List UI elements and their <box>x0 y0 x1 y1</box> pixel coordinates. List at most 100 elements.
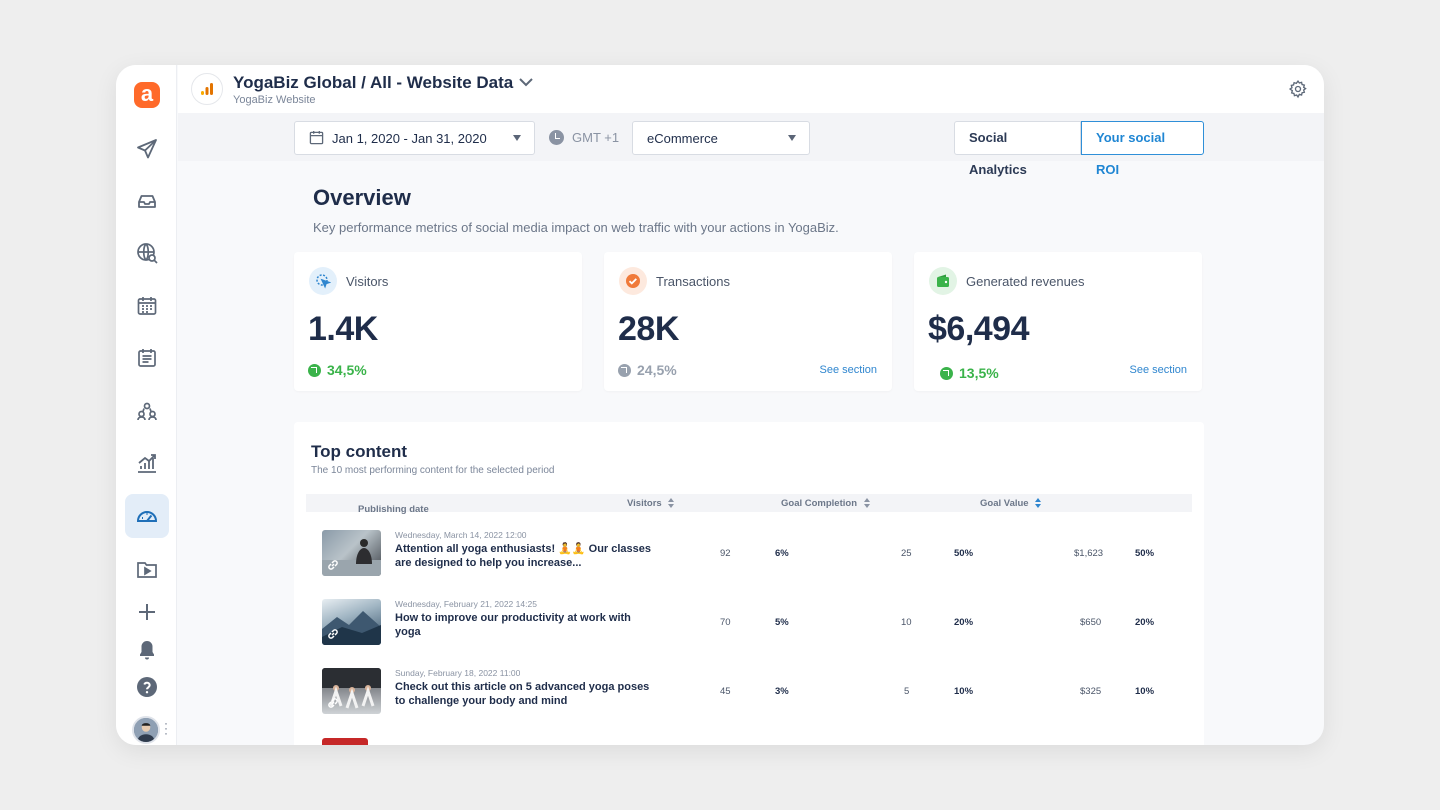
table-header <box>306 494 1192 512</box>
goal-value-amount: $1,623 <box>1074 548 1104 559</box>
trend-neutral-icon <box>618 363 631 377</box>
goal-select-value: eCommerce <box>647 131 718 146</box>
analytics-icon[interactable] <box>125 441 169 485</box>
visitors-count: 70 <box>720 617 731 628</box>
more-options-icon[interactable]: · · · <box>164 716 168 740</box>
post-text: Attention all yoga enthusiasts! 🧘🧘 Our c… <box>395 543 652 569</box>
check-circle-icon <box>619 267 647 295</box>
post-thumbnail <box>322 599 381 645</box>
post-date: Sunday, February 18, 2022 11:00 <box>395 668 521 678</box>
caret-down-icon <box>513 135 521 141</box>
chevron-down-icon[interactable] <box>518 74 534 95</box>
visitors-card: Visitors 1.4K 34,5% <box>294 252 582 391</box>
top-content-subtitle: The 10 most performing content for the s… <box>311 465 555 476</box>
column-goal-value[interactable]: Goal Value <box>980 498 1042 509</box>
trend-up-icon <box>308 363 321 377</box>
trend-value: 34,5% <box>327 362 367 378</box>
help-icon[interactable] <box>125 665 169 709</box>
post-thumbnail <box>322 530 381 576</box>
trend-value: 13,5% <box>959 365 999 381</box>
media-library-icon[interactable] <box>125 547 169 591</box>
post-date: Wednesday, March 14, 2022 12:00 <box>395 530 527 540</box>
tab-your-social-roi[interactable]: Your social ROI <box>1081 121 1204 177</box>
goal-select[interactable]: eCommerce <box>632 121 810 155</box>
clock-icon <box>549 130 564 145</box>
column-label: Goal Completion <box>781 498 857 509</box>
goal-completion-count: 5 <box>904 686 910 697</box>
globe-search-icon[interactable] <box>125 231 169 275</box>
tab-social-analytics[interactable]: Social Analytics <box>954 121 1081 177</box>
link-icon <box>328 698 338 708</box>
visitors-percent: 5% <box>775 617 789 628</box>
post-date: Wednesday, February 21, 2022 14:25 <box>395 599 537 609</box>
view-tabs: Social Analytics Your social ROI <box>954 121 1204 177</box>
column-label: Visitors <box>627 498 662 509</box>
date-range-picker[interactable]: Jan 1, 2020 - Jan 31, 2020 <box>294 121 535 155</box>
see-section-link[interactable]: See section <box>1129 364 1187 376</box>
app-window: a <box>116 65 1324 745</box>
timezone: GMT +1 <box>549 130 619 145</box>
date-range-value: Jan 1, 2020 - Jan 31, 2020 <box>332 131 487 146</box>
card-value: 1.4K <box>308 310 378 348</box>
sort-icon <box>668 498 675 509</box>
post-thumbnail <box>322 738 368 745</box>
table-row[interactable]: Sunday, February 18, 2022 11:00 Check ou… <box>306 668 1192 728</box>
timezone-label: GMT +1 <box>572 130 620 145</box>
bell-icon[interactable] <box>125 628 169 672</box>
goal-completion-percent: 50% <box>954 548 974 559</box>
goal-completion-count: 25 <box>901 548 912 559</box>
plus-icon[interactable] <box>125 590 169 634</box>
goal-value-amount: $650 <box>1080 617 1102 628</box>
team-icon[interactable] <box>125 389 169 433</box>
card-label: Visitors <box>346 274 389 289</box>
goal-value-percent: 50% <box>1135 548 1155 559</box>
column-visitors[interactable]: Visitors <box>627 498 675 509</box>
revenues-card: Generated revenues $6,494 13,5% See sect… <box>914 252 1202 391</box>
trend-value: 24,5% <box>637 362 677 378</box>
cursor-click-icon <box>309 267 337 295</box>
goal-value-amount: $325 <box>1080 686 1102 697</box>
avatar[interactable] <box>132 716 160 744</box>
filter-bar: Jan 1, 2020 - Jan 31, 2020 GMT +1 eComme… <box>178 113 1324 177</box>
trend-badge: 24,5% <box>618 362 677 378</box>
overview-subtitle: Key performance metrics of social media … <box>313 220 839 235</box>
card-value: 28K <box>618 310 679 348</box>
sort-icon <box>863 498 870 509</box>
goal-value-percent: 10% <box>1135 686 1155 697</box>
trend-up-icon <box>940 366 953 380</box>
goal-completion-count: 10 <box>901 617 912 628</box>
visitors-count: 45 <box>720 686 731 697</box>
dashboard-gauge-icon[interactable] <box>125 494 169 538</box>
card-value: $6,494 <box>928 310 1030 348</box>
post-thumbnail <box>322 668 381 714</box>
card-label: Generated revenues <box>966 274 1085 289</box>
visitors-count: 92 <box>720 548 731 559</box>
goal-completion-percent: 10% <box>954 686 974 697</box>
inbox-icon[interactable] <box>125 179 169 223</box>
visitors-percent: 6% <box>775 548 789 559</box>
trend-badge: 13,5% <box>940 365 999 381</box>
overview-title: Overview <box>313 185 411 210</box>
column-goal-completion[interactable]: Goal Completion <box>781 498 870 509</box>
calendar-icon[interactable] <box>125 284 169 328</box>
send-icon[interactable] <box>125 127 169 171</box>
goal-value-percent: 20% <box>1135 617 1155 628</box>
column-publishing-date[interactable]: Publishing date <box>358 504 429 515</box>
goal-completion-percent: 20% <box>954 617 974 628</box>
google-analytics-icon <box>191 73 223 105</box>
visitors-percent: 3% <box>775 686 789 697</box>
app-logo[interactable]: a <box>134 82 160 108</box>
notes-icon[interactable] <box>125 336 169 380</box>
gear-icon[interactable] <box>1288 79 1308 104</box>
see-section-link[interactable]: See section <box>819 364 877 376</box>
header: YogaBiz Global / All - Website Data Yoga… <box>178 65 1324 113</box>
column-label: Goal Value <box>980 498 1029 509</box>
table-row[interactable]: Wednesday, February 21, 2022 14:25 How t… <box>306 599 1192 659</box>
sidebar: a <box>116 65 177 745</box>
top-content-panel: Top content The 10 most performing conte… <box>294 422 1204 745</box>
page-title[interactable]: YogaBiz Global / All - Website Data <box>233 73 514 92</box>
transactions-card: Transactions 28K 24,5% See section <box>604 252 892 391</box>
link-icon <box>328 629 338 639</box>
sort-icon <box>1035 498 1042 509</box>
table-row[interactable]: Wednesday, March 14, 2022 12:00 Attentio… <box>306 530 1192 590</box>
